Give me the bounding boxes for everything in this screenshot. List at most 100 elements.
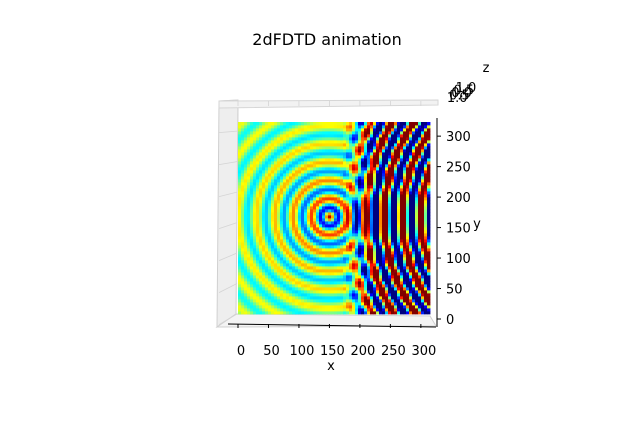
surface-cell: [274, 122, 278, 126]
surface-cell: [304, 266, 308, 270]
surface-cell: [355, 248, 359, 252]
surface-cell: [367, 221, 371, 225]
surface-cell: [397, 134, 401, 138]
surface-cell: [244, 125, 248, 129]
surface-cell: [337, 245, 341, 249]
surface-cell: [316, 257, 320, 261]
surface-cell: [400, 266, 404, 270]
surface-cell: [265, 275, 269, 279]
surface-cell: [322, 155, 326, 159]
surface-cell: [370, 305, 374, 309]
surface-cell: [397, 137, 401, 141]
surface-cell: [307, 203, 311, 207]
surface-cell: [400, 272, 404, 276]
surface-cell: [349, 224, 353, 228]
surface-cell: [382, 203, 386, 207]
surface-cell: [400, 167, 404, 171]
surface-cell: [349, 155, 353, 159]
surface-cell: [346, 158, 350, 162]
surface-cell: [298, 170, 302, 174]
surface-cell: [286, 125, 290, 129]
surface-cell: [409, 260, 413, 264]
surface-cell: [313, 281, 317, 285]
surface-cell: [265, 188, 269, 192]
surface-cell: [349, 167, 353, 171]
surface-cell: [400, 209, 404, 213]
surface-cell: [307, 152, 311, 156]
surface-cell: [427, 197, 431, 201]
surface-cell: [349, 245, 353, 249]
surface-cell: [337, 272, 341, 276]
surface-cell: [241, 311, 245, 315]
surface-cell: [379, 212, 383, 216]
surface-cell: [268, 269, 272, 273]
surface-cell: [361, 299, 365, 303]
surface-cell: [427, 224, 431, 228]
surface-cell: [301, 176, 305, 180]
surface-cell: [253, 311, 257, 315]
surface-cell: [286, 128, 290, 132]
surface-cell: [403, 161, 407, 165]
surface-cell: [373, 242, 377, 246]
surface-cell: [403, 143, 407, 147]
surface-cell: [289, 182, 293, 186]
surface-cell: [418, 128, 422, 132]
surface-cell: [274, 272, 278, 276]
surface-cell: [427, 293, 431, 297]
surface-cell: [367, 140, 371, 144]
surface-cell: [259, 227, 263, 231]
surface-cell: [313, 134, 317, 138]
surface-cell: [277, 122, 281, 126]
surface-cell: [244, 206, 248, 210]
surface-cell: [298, 236, 302, 240]
surface-cell: [241, 251, 245, 255]
surface-cell: [385, 272, 389, 276]
surface-cell: [412, 260, 416, 264]
surface-cell: [355, 134, 359, 138]
surface-cell: [406, 122, 410, 126]
surface-cell: [259, 128, 263, 132]
surface-cell: [382, 251, 386, 255]
surface-cell: [247, 221, 251, 225]
surface-cell: [352, 233, 356, 237]
surface-cell: [340, 296, 344, 300]
surface-cell: [352, 158, 356, 162]
surface-cell: [328, 167, 332, 171]
surface-cell: [406, 155, 410, 159]
surface-cell: [271, 146, 275, 150]
surface-cell: [304, 164, 308, 168]
surface-cell: [262, 245, 266, 249]
surface-cell: [358, 146, 362, 150]
surface-cell: [391, 206, 395, 210]
surface-cell: [331, 194, 335, 198]
surface-cell: [352, 125, 356, 129]
surface-cell: [418, 233, 422, 237]
surface-cell: [325, 248, 329, 252]
surface-cell: [283, 281, 287, 285]
surface-cell: [325, 266, 329, 270]
surface-cell: [406, 245, 410, 249]
surface-cell: [319, 293, 323, 297]
surface-cell: [283, 293, 287, 297]
surface-cell: [409, 236, 413, 240]
surface-cell: [418, 284, 422, 288]
surface-cell: [394, 173, 398, 177]
surface-cell: [400, 224, 404, 228]
surface-cell: [274, 284, 278, 288]
surface-cell: [244, 146, 248, 150]
surface-cell: [388, 224, 392, 228]
surface-cell: [241, 212, 245, 216]
surface-cell: [397, 185, 401, 189]
surface-cell: [334, 173, 338, 177]
surface-cell: [283, 143, 287, 147]
surface-cell: [370, 212, 374, 216]
surface-cell: [241, 182, 245, 186]
surface-cell: [313, 149, 317, 153]
surface-cell: [379, 278, 383, 282]
surface-cell: [322, 179, 326, 183]
surface-cell: [376, 191, 380, 195]
surface-cell: [364, 134, 368, 138]
surface-cell: [373, 257, 377, 261]
surface-cell: [421, 281, 425, 285]
surface-cell: [367, 254, 371, 258]
